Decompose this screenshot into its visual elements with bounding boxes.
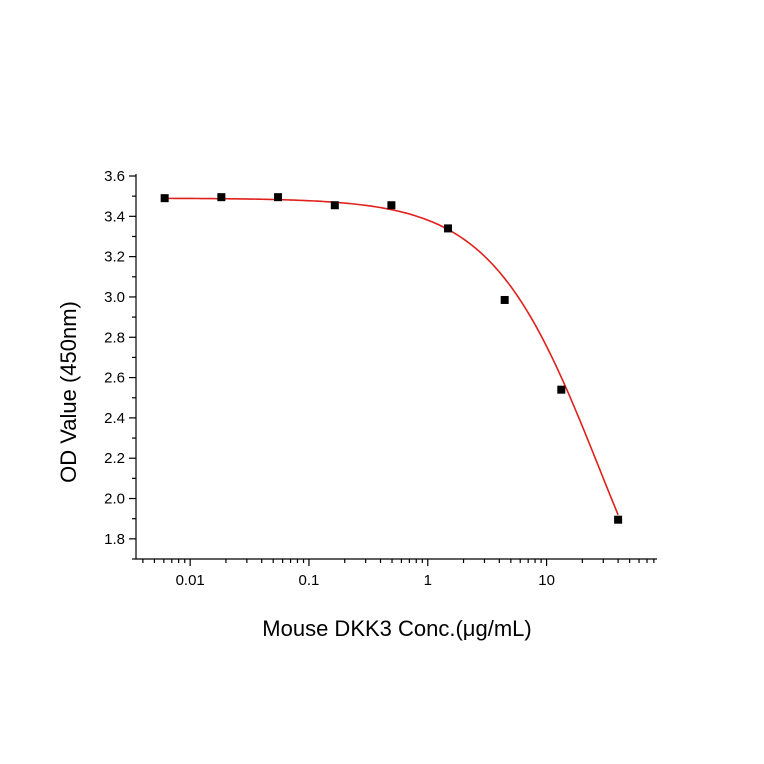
- y-tick-label: 3.2: [104, 249, 125, 266]
- data-point: [274, 193, 283, 202]
- data-point: [217, 193, 226, 202]
- data-points: [160, 193, 623, 524]
- y-tick-label: 1.8: [104, 531, 125, 548]
- y-tick-label: 2.0: [104, 491, 125, 508]
- fit-curve: [164, 197, 619, 516]
- y-axis-title: OD Value (450nm): [56, 301, 81, 483]
- x-tick-label: 0.1: [299, 572, 320, 589]
- x-tick-label: 1: [424, 572, 432, 589]
- data-point: [387, 201, 396, 210]
- x-tick-label: 10: [538, 572, 555, 589]
- data-point: [330, 201, 339, 210]
- data-point: [160, 194, 169, 203]
- x-axis-title: Mouse DKK3 Conc.(μg/mL): [262, 616, 531, 641]
- data-point: [500, 295, 509, 304]
- y-tick-label: 2.8: [104, 329, 125, 346]
- data-point: [614, 515, 623, 524]
- x-tick-label: 0.01: [176, 572, 205, 589]
- axes: [135, 174, 657, 560]
- y-tick-label: 2.6: [104, 370, 125, 387]
- data-point: [557, 385, 566, 394]
- data-point: [444, 224, 453, 233]
- x-axis-ticks: 0.01 0.1 1 10: [142, 559, 655, 589]
- y-tick-label: 3.6: [104, 168, 125, 185]
- y-tick-label: 3.0: [104, 289, 125, 306]
- y-tick-label: 3.4: [104, 208, 125, 225]
- y-tick-label: 2.2: [104, 450, 125, 467]
- y-tick-label: 2.4: [104, 410, 125, 427]
- y-axis-ticks: 1.8 2.0 2.2 2.4 2.6 2.8 3.0 3.2 3.4 3.6: [104, 168, 136, 560]
